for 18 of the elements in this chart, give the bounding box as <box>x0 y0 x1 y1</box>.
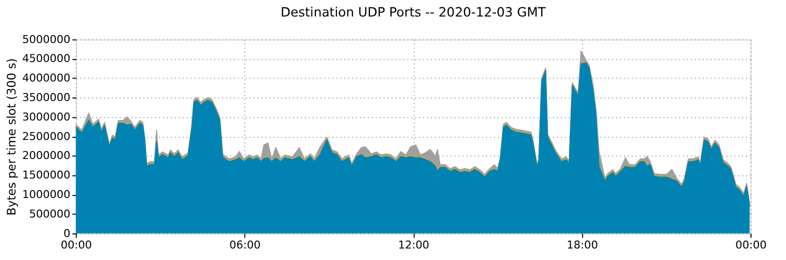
y-tick-label: 1000000 <box>22 188 71 202</box>
y-tick-label: 500000 <box>29 207 71 220</box>
x-tick-label: 18:00 <box>566 238 598 252</box>
y-tick-label: 4000000 <box>22 72 71 85</box>
chart-title: Destination UDP Ports -- 2020-12-03 GMT <box>280 6 546 21</box>
y-tick-label: 3500000 <box>22 91 71 104</box>
y-tick-label: 2500000 <box>22 130 71 143</box>
x-tick-label: 06:00 <box>229 238 261 252</box>
x-tick-label: 00:00 <box>735 238 767 252</box>
y-axis-title: Bytes per time slot (300 s) <box>4 58 18 216</box>
y-tick-label: 1500000 <box>22 168 71 182</box>
y-tick-label: 0 <box>64 226 71 240</box>
x-tick-label: 12:00 <box>398 238 430 252</box>
y-tick-label: 4500000 <box>22 52 71 66</box>
y-tick-label: 5000000 <box>22 32 71 46</box>
y-tick-label: 2000000 <box>22 149 71 162</box>
x-tick-label: 00:00 <box>60 238 92 252</box>
y-tick-label: 3000000 <box>22 110 71 124</box>
